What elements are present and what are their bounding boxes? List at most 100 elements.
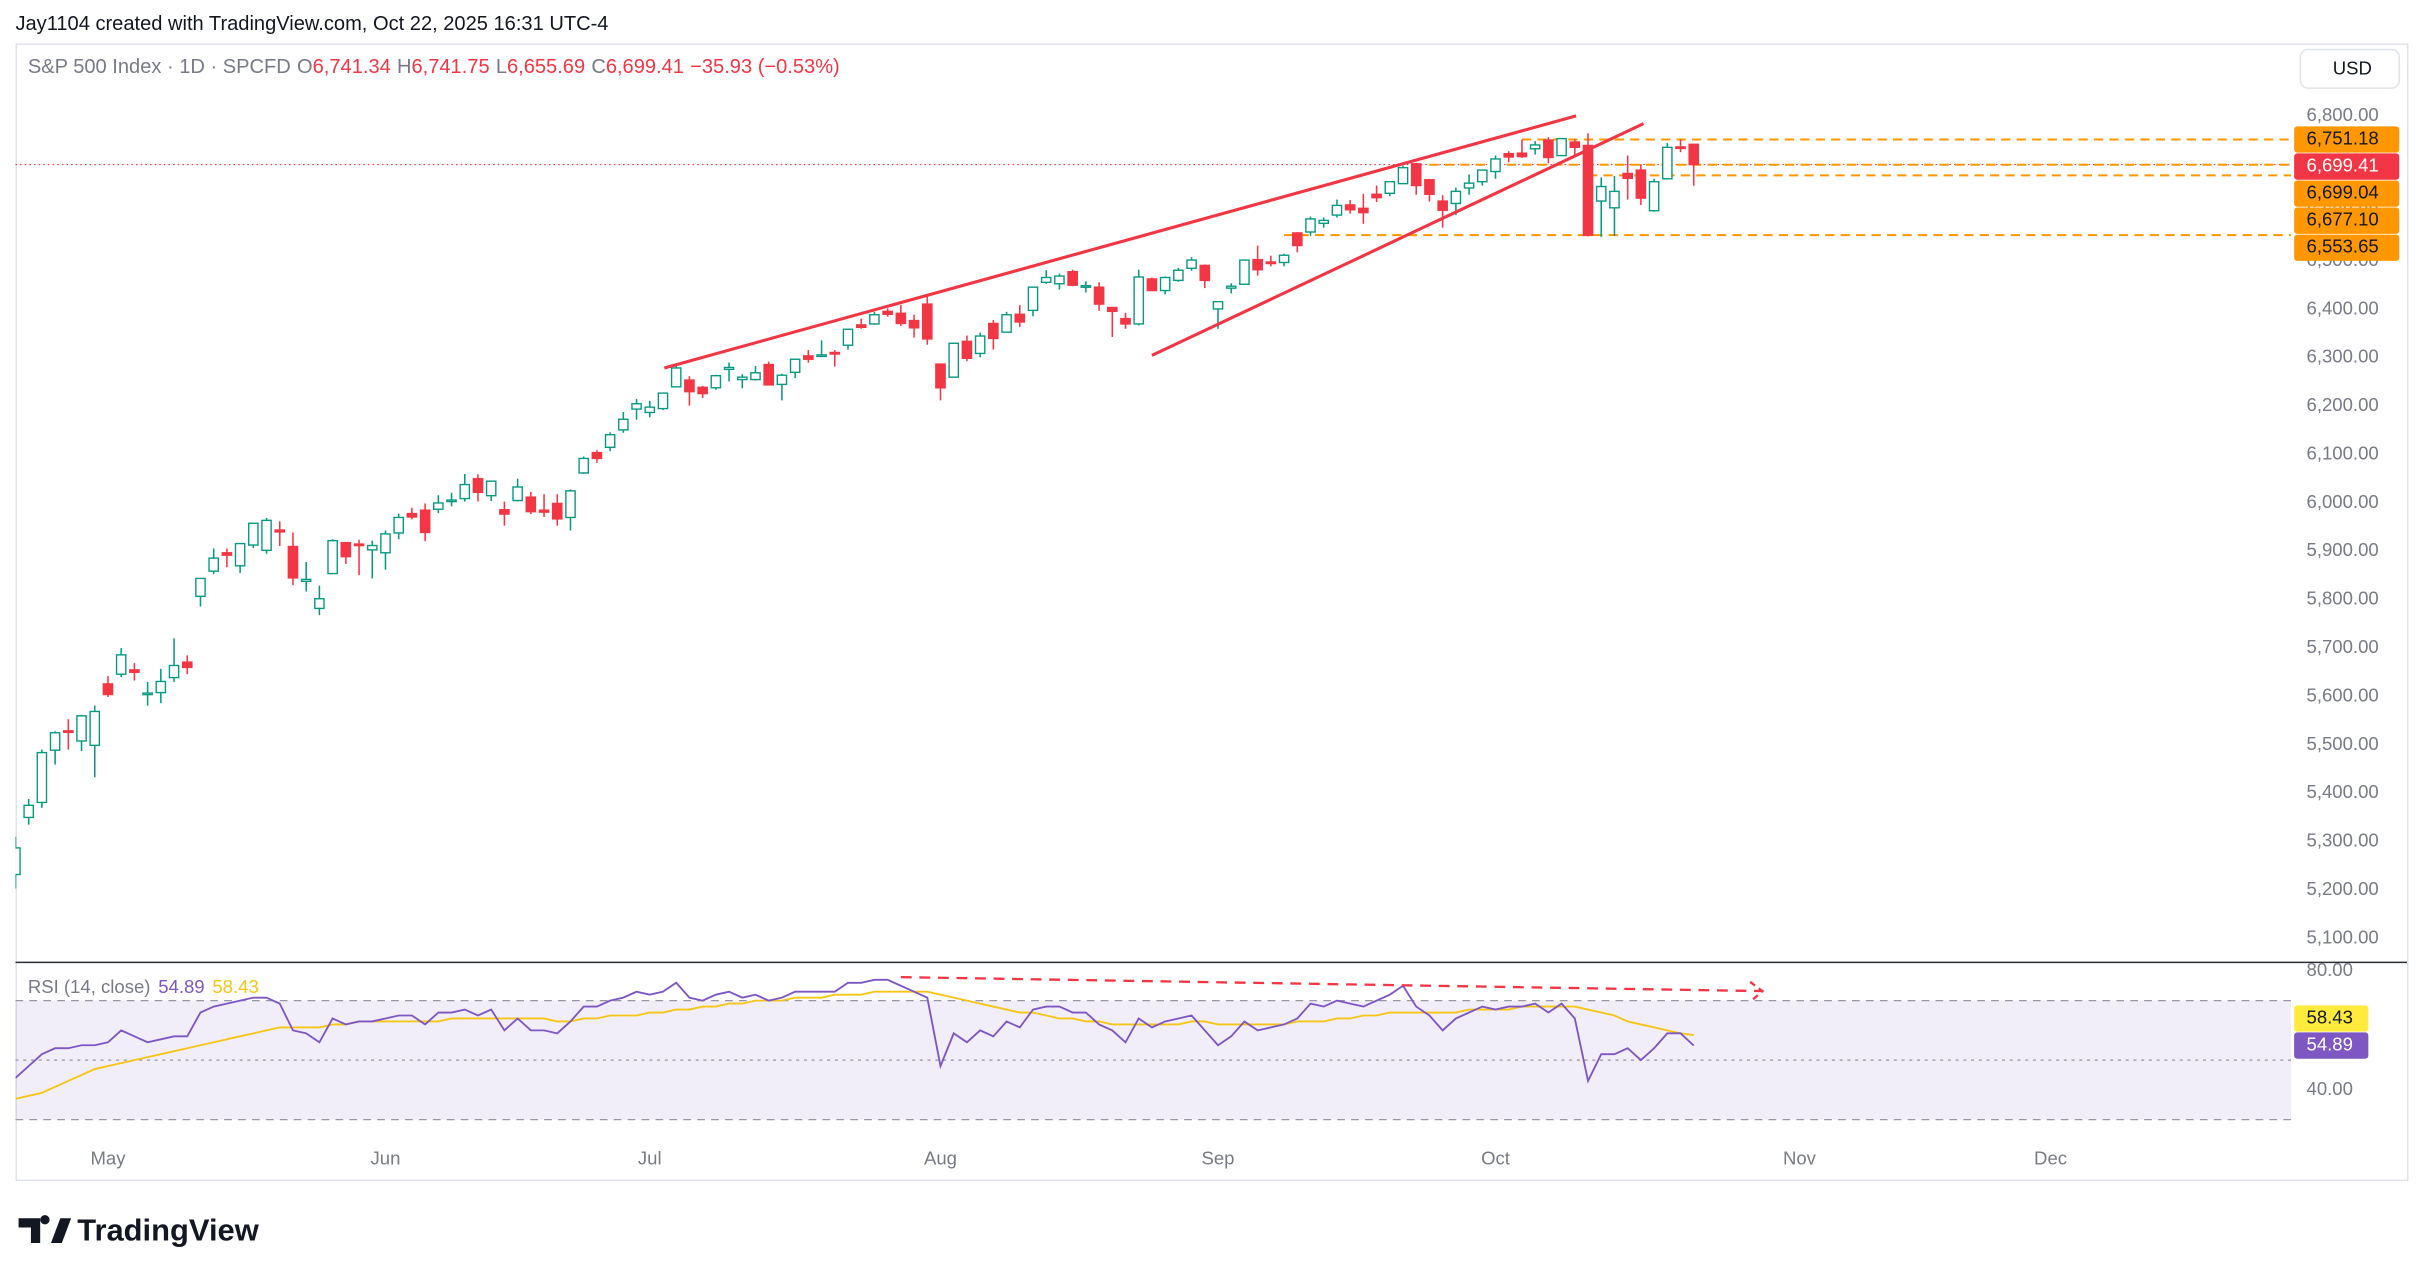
candle-body xyxy=(1358,207,1369,214)
price-pane xyxy=(15,114,2292,889)
candle-body xyxy=(1463,182,1475,189)
candle-body xyxy=(300,578,312,583)
candle-body xyxy=(472,478,484,493)
candle-body xyxy=(195,577,206,598)
candle-body xyxy=(776,374,788,386)
candle-body xyxy=(1424,179,1435,195)
rsi-label-box xyxy=(2294,1032,2369,1059)
price-label: 6,699.41 xyxy=(2307,154,2379,175)
x-tick-label: Aug xyxy=(924,1147,957,1168)
candle-body xyxy=(895,312,907,325)
candle-body xyxy=(406,512,418,518)
rsi-tick-label: 80.00 xyxy=(2307,959,2353,980)
y-tick-label: 5,600.00 xyxy=(2307,684,2379,705)
currency-button[interactable] xyxy=(2299,48,2401,89)
candle-body xyxy=(15,847,21,876)
candle-body xyxy=(631,403,642,410)
candle-body xyxy=(1067,270,1078,286)
candle-body xyxy=(1503,152,1515,158)
trendline xyxy=(1151,122,1645,357)
candle-body xyxy=(485,480,497,497)
candle-body xyxy=(935,363,946,389)
candle-body xyxy=(1476,169,1488,183)
candle-body xyxy=(1225,285,1237,289)
y-tick-label: 5,800.00 xyxy=(2307,588,2379,609)
candle-body xyxy=(115,654,127,675)
candle-body xyxy=(1305,218,1316,233)
candle-body xyxy=(327,539,338,575)
logo-icon xyxy=(18,1215,72,1243)
candle-body xyxy=(274,529,286,533)
rsi-line xyxy=(15,978,1695,1084)
candle-body xyxy=(855,324,867,329)
x-tick-label: Dec xyxy=(2034,1147,2067,1168)
y-tick-label: 6,300.00 xyxy=(2307,346,2379,367)
legend-key: H xyxy=(397,56,412,78)
candle-body xyxy=(1437,200,1448,211)
candle-body xyxy=(89,710,101,747)
candle-body xyxy=(1014,313,1026,323)
candle-body xyxy=(1080,285,1092,288)
candle-body xyxy=(1490,158,1501,173)
price-label: 6,677.10 xyxy=(2307,209,2379,230)
candle-body xyxy=(49,732,61,751)
price-label-box xyxy=(2294,180,2400,207)
candle-body xyxy=(604,434,616,449)
candle-body xyxy=(393,516,405,534)
rsi-ma-last: 58.43 xyxy=(212,976,258,997)
candle-body xyxy=(803,355,814,360)
trendline xyxy=(663,114,1577,370)
price-label-box xyxy=(2294,207,2400,234)
candle-body xyxy=(710,375,722,389)
chart-frame xyxy=(15,43,2409,1182)
y-tick-label: 5,900.00 xyxy=(2307,539,2379,560)
candle-body xyxy=(314,598,325,610)
candle-body xyxy=(1661,146,1673,180)
candle-body xyxy=(366,544,378,551)
candle-body xyxy=(829,351,841,355)
candle-body xyxy=(155,680,167,694)
candle-body xyxy=(1595,185,1607,202)
candle-body xyxy=(23,804,34,819)
rsi-last: 54.89 xyxy=(158,976,204,997)
y-tick-label: 6,000.00 xyxy=(2307,491,2379,512)
candle-body xyxy=(512,486,523,502)
candle-body xyxy=(36,751,48,804)
candle-body xyxy=(1675,146,1686,150)
candle-body xyxy=(1199,264,1211,282)
candle-body xyxy=(736,376,748,381)
currency[interactable]: USD xyxy=(2333,58,2372,79)
divergence-arrowhead xyxy=(1749,980,1765,1003)
candle-body xyxy=(1569,141,1581,149)
candle-body xyxy=(1278,254,1290,264)
candle-body xyxy=(1093,286,1105,305)
price-label-box xyxy=(2294,126,2400,153)
logo: TradingView xyxy=(18,1212,260,1247)
attribution: Jay1104 created with TradingView.com, Oc… xyxy=(15,13,608,35)
candle-body xyxy=(1212,300,1224,310)
candle-body xyxy=(551,502,563,520)
candle-body xyxy=(1450,190,1462,205)
candle-body xyxy=(657,392,669,410)
candle-body xyxy=(816,354,827,358)
candle-body xyxy=(908,319,920,329)
candle-body xyxy=(1582,144,1594,237)
rsi-pane xyxy=(15,975,2292,1121)
candle-body xyxy=(1252,258,1263,271)
y-tick-label: 5,700.00 xyxy=(2307,636,2379,657)
candle-body xyxy=(1384,180,1396,194)
candle-body xyxy=(340,541,352,558)
candle-body xyxy=(882,310,893,315)
legend-key: L xyxy=(496,56,507,78)
candle-body xyxy=(261,519,272,552)
candle-body xyxy=(353,543,365,547)
y-tick-label: 5,400.00 xyxy=(2307,781,2379,802)
x-tick-label: Sep xyxy=(1202,1147,1235,1168)
rsi-ma-label: 58.43 xyxy=(2307,1006,2353,1027)
candle-body xyxy=(234,542,246,567)
candle-body xyxy=(168,664,180,679)
candle-body xyxy=(1054,275,1065,285)
y-tick-label: 6,200.00 xyxy=(2307,394,2379,415)
